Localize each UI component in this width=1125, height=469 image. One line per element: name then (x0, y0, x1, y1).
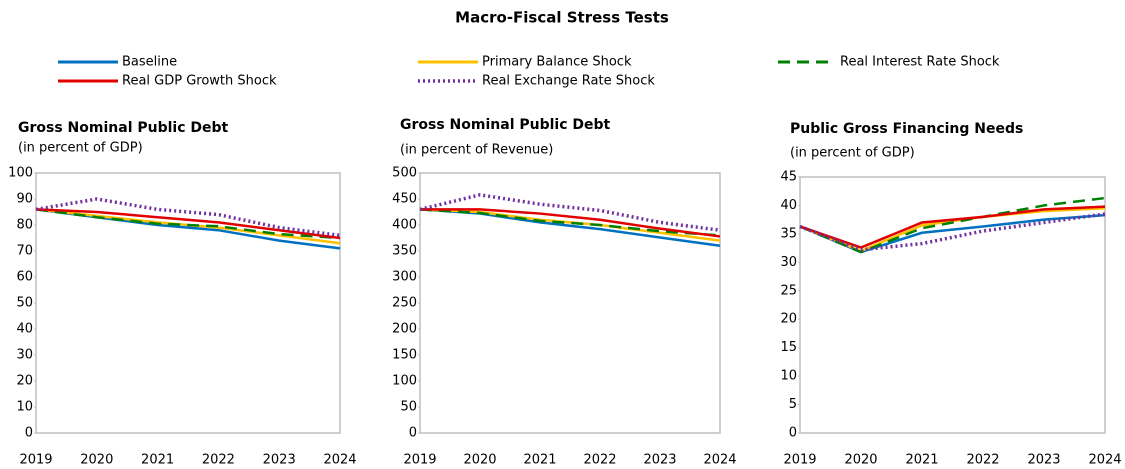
series-line (419, 193, 721, 232)
x-tick-label: 2022 (583, 453, 616, 468)
legend-label: Primary Balance Shock (482, 55, 632, 70)
x-tick-label: 2019 (403, 453, 436, 468)
y-tick-label: 20 (780, 312, 797, 327)
series-line (35, 208, 341, 240)
y-tick-label: 150 (392, 348, 417, 363)
y-tick-label: 0 (789, 426, 797, 441)
x-tick-label: 2024 (703, 453, 736, 468)
series-line (799, 207, 1106, 253)
x-tick-label: 2019 (783, 453, 816, 468)
y-tick-label: 10 (780, 369, 797, 384)
chart-title: Gross Nominal Public Debt (400, 117, 611, 133)
x-tick-label: 2023 (1027, 453, 1060, 468)
y-tick-label: 25 (780, 283, 797, 298)
x-tick-label: 2020 (80, 453, 113, 468)
x-tick-label: 2019 (19, 453, 52, 468)
y-tick-label: 70 (16, 244, 33, 259)
chart-subtitle: (in percent of Revenue) (400, 143, 553, 158)
chart-subtitle: (in percent of GDP) (790, 146, 915, 161)
x-tick-label: 2022 (202, 453, 235, 468)
y-tick-label: 30 (780, 255, 797, 270)
x-tick-label: 2022 (966, 453, 999, 468)
y-tick-label: 450 (392, 192, 417, 207)
x-tick-label: 2024 (1088, 453, 1121, 468)
x-tick-label: 2024 (323, 453, 356, 468)
chart-title: Gross Nominal Public Debt (18, 120, 229, 136)
legend-label: Real Exchange Rate Shock (482, 74, 655, 89)
x-tick-label: 2021 (523, 453, 556, 468)
y-tick-label: 100 (8, 166, 33, 181)
y-tick-label: 45 (780, 170, 797, 185)
series-line (419, 208, 721, 242)
y-tick-label: 50 (16, 296, 33, 311)
x-tick-label: 2023 (263, 453, 296, 468)
legend-label: Real GDP Growth Shock (122, 74, 277, 89)
y-tick-label: 10 (16, 400, 33, 415)
y-tick-label: 30 (16, 348, 33, 363)
y-tick-label: 5 (789, 397, 797, 412)
x-tick-label: 2021 (905, 453, 938, 468)
y-tick-label: 40 (780, 198, 797, 213)
series-line (799, 205, 1106, 249)
y-tick-label: 15 (780, 340, 797, 355)
y-tick-label: 200 (392, 322, 417, 337)
y-tick-label: 300 (392, 270, 417, 285)
x-tick-label: 2021 (141, 453, 174, 468)
x-tick-label: 2023 (643, 453, 676, 468)
series-line (35, 208, 341, 240)
y-tick-label: 0 (409, 426, 417, 441)
y-tick-label: 20 (16, 374, 33, 389)
plot-frame (799, 176, 1106, 434)
y-tick-label: 250 (392, 296, 417, 311)
y-tick-label: 90 (16, 192, 33, 207)
y-tick-label: 35 (780, 226, 797, 241)
y-tick-label: 100 (392, 374, 417, 389)
y-tick-label: 0 (25, 426, 33, 441)
y-tick-label: 60 (16, 270, 33, 285)
series-line (419, 208, 721, 248)
x-tick-label: 2020 (844, 453, 877, 468)
series-line (419, 208, 721, 237)
legend-label: Real Interest Rate Shock (840, 55, 1000, 70)
series-line (35, 197, 341, 238)
y-tick-label: 80 (16, 218, 33, 233)
legend-label: Baseline (122, 55, 177, 70)
y-tick-label: 350 (392, 244, 417, 259)
chart-title: Public Gross Financing Needs (790, 121, 1023, 137)
page-title: Macro-Fiscal Stress Tests (455, 9, 669, 27)
y-tick-label: 400 (392, 218, 417, 233)
y-tick-label: 500 (392, 166, 417, 181)
x-tick-label: 2020 (463, 453, 496, 468)
series-line (799, 212, 1106, 252)
series-line (799, 196, 1106, 254)
y-tick-label: 50 (400, 400, 417, 415)
y-tick-label: 40 (16, 322, 33, 337)
chart-subtitle: (in percent of GDP) (18, 141, 143, 156)
series-line (420, 208, 721, 238)
